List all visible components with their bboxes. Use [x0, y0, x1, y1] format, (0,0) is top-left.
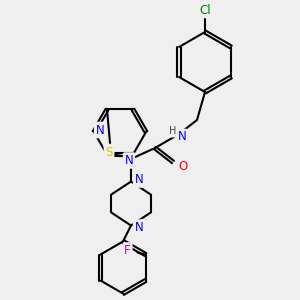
Text: Cl: Cl [199, 4, 211, 16]
Text: N: N [96, 124, 104, 136]
Text: F: F [124, 244, 131, 257]
Text: N: N [135, 221, 143, 234]
Text: H: H [169, 126, 177, 136]
Text: N: N [124, 154, 134, 167]
Text: N: N [178, 130, 186, 143]
Text: O: O [178, 160, 188, 172]
Text: N: N [135, 173, 143, 186]
Text: S: S [105, 146, 113, 158]
